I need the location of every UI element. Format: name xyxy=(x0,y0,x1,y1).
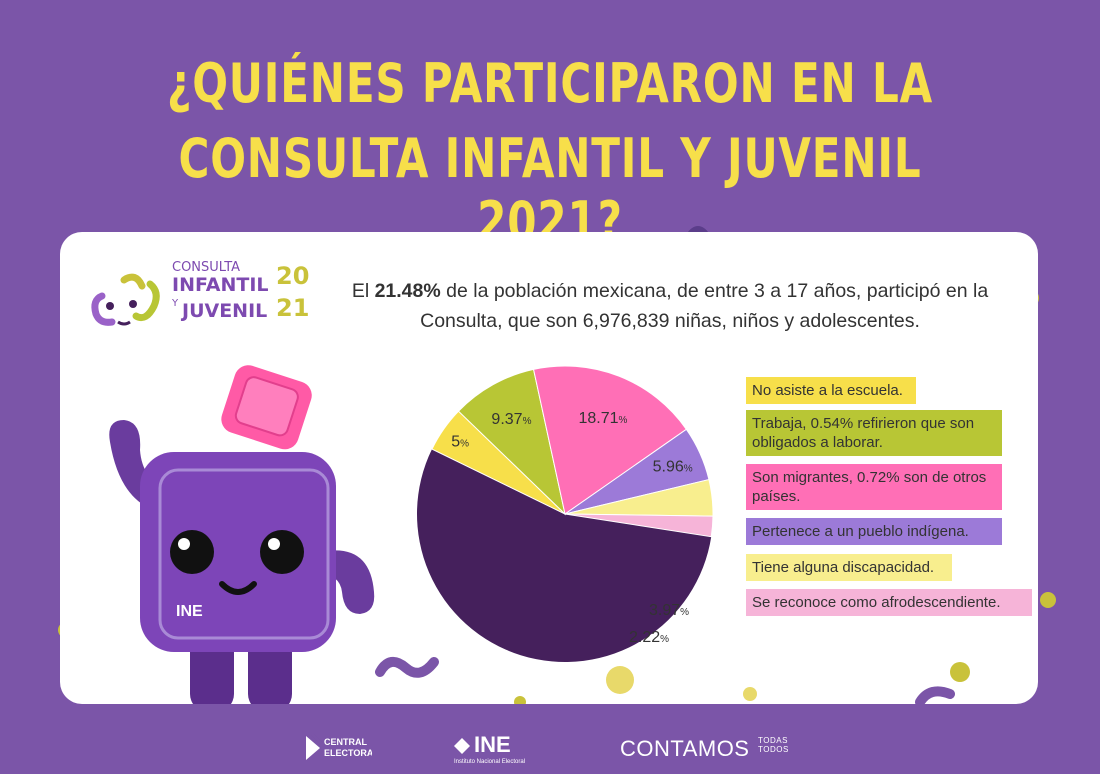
legend-item-3: Son migrantes, 0.72% son de otros países… xyxy=(746,464,1002,510)
ine-mascot: INE xyxy=(109,365,375,704)
pie-label-4: 5.96% xyxy=(653,459,693,476)
contamos-logo: CONTAMOS TODAS TODOS xyxy=(620,736,788,762)
pie-chart: 5% 9.37% 18.71% 5.96% 3.97% 2.22% xyxy=(416,365,714,663)
footer-ine-text: INE xyxy=(474,732,511,757)
pie-label-6: 2.22% xyxy=(629,629,669,646)
central-line-1: CENTRAL xyxy=(324,737,367,747)
legend-item-2: Trabaja, 0.54% refirieron que son obliga… xyxy=(746,410,1002,456)
ine-footer-logo: INE Instituto Nacional Electoral xyxy=(454,732,525,765)
logo-text-infantil: INFANTIL xyxy=(172,274,269,296)
pie-slice-remainder xyxy=(416,449,712,663)
legend-item-5: Tiene alguna discapacidad. xyxy=(746,554,952,581)
logo-year-bottom: 21 xyxy=(276,294,310,322)
intro-part-2: de la población mexicana, de entre 3 a 1… xyxy=(420,280,989,332)
logo-mark-icon xyxy=(91,273,160,326)
legend-item-1: No asiste a la escuela. xyxy=(746,377,916,404)
intro-text: El 21.48% de la población mexicana, de e… xyxy=(350,276,990,336)
logo-text-consulta: CONSULTA xyxy=(172,260,241,275)
consulta-logo: CONSULTA INFANTIL Y JUVENIL 20 21 xyxy=(88,260,328,330)
mascot-badge-text: INE xyxy=(176,603,203,620)
footer-ine-subtitle: Instituto Nacional Electoral xyxy=(454,759,525,765)
pie-label-2: 9.37% xyxy=(491,411,531,428)
legend-item-4: Pertenece a un pueblo indígena. xyxy=(746,518,1002,545)
contamos-todos: TODOS xyxy=(758,745,789,754)
central-line-2: ELECTORAL xyxy=(324,748,372,758)
pie-label-1: 5% xyxy=(451,434,469,451)
legend-item-6: Se reconoce como afrodescendiente. xyxy=(746,589,1032,616)
pie-slice-3 xyxy=(532,365,688,515)
contamos-todas: TODAS xyxy=(758,736,788,745)
info-card: CONSULTA INFANTIL Y JUVENIL 20 21 El 21.… xyxy=(60,232,1038,704)
pie-label-3: 18.71% xyxy=(578,410,627,427)
pie-label-5: 3.97% xyxy=(649,602,689,619)
intro-part-1: El xyxy=(351,280,375,302)
logo-year-top: 20 xyxy=(276,262,310,290)
central-electoral-logo: CENTRAL ELECTORAL xyxy=(306,732,372,760)
pie-slice-2 xyxy=(457,368,566,516)
intro-highlight-percent: 21.48% xyxy=(374,280,441,302)
logo-text-juvenil: JUVENIL xyxy=(182,300,268,322)
logo-text-y: Y xyxy=(172,298,179,309)
page-title-line-1: ¿QUIÉNES PARTICIPARON EN LA xyxy=(167,52,933,115)
contamos-text: CONTAMOS xyxy=(620,736,750,761)
pie-slice-6 xyxy=(564,513,714,538)
card-decorations xyxy=(375,657,970,704)
